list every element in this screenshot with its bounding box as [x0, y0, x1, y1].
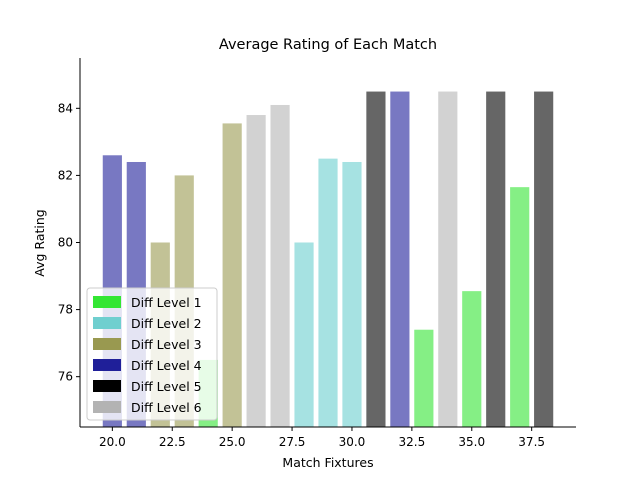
bar-9: [318, 158, 338, 427]
y-tick-label: 84: [58, 101, 73, 115]
legend-swatch: [93, 359, 121, 371]
bar-16: [486, 91, 506, 428]
axes-group: 20.0 22.5 25.0 27.5 30.0 32.5 35.0 37.5 76 78 80 82…: [58, 58, 576, 449]
bar-8: [294, 242, 314, 427]
bar-11: [366, 91, 386, 428]
y-tick-label: 76: [58, 370, 73, 384]
y-tick-label: 80: [58, 236, 73, 250]
x-tick-label: 35.0: [458, 435, 485, 449]
bar-5: [222, 123, 242, 427]
x-tick-label: 32.5: [399, 435, 426, 449]
bar-15: [462, 291, 482, 427]
legend-label: Diff Level 6: [131, 400, 202, 415]
legend-label: Diff Level 1: [131, 295, 202, 310]
legend-label: Diff Level 5: [131, 379, 202, 394]
x-tick-label: 22.5: [159, 435, 186, 449]
legend-label: Diff Level 4: [131, 358, 202, 373]
y-tick-label: 82: [58, 168, 73, 182]
y-tick-label: 78: [58, 303, 73, 317]
x-tick-label: 37.5: [518, 435, 545, 449]
bar-7: [270, 104, 290, 428]
bar-17: [510, 187, 530, 427]
legend-swatch: [93, 296, 121, 308]
x-tick-label: 20.0: [99, 435, 126, 449]
chart-title: Average Rating of Each Match: [219, 37, 437, 53]
legend-swatch: [93, 317, 121, 329]
bar-14: [438, 91, 458, 428]
bar-13: [414, 329, 434, 427]
bar-6: [246, 115, 266, 427]
legend-swatch: [93, 338, 121, 350]
x-axis-label: Match Fixtures: [282, 455, 373, 470]
x-tick-label: 27.5: [279, 435, 306, 449]
legend-swatch: [93, 401, 121, 413]
legend: Diff Level 1 Diff Level 2 Diff Level 3 Diff…: [86, 287, 218, 421]
x-tick-label: 30.0: [339, 435, 366, 449]
legend-swatch: [93, 380, 121, 392]
legend-label: Diff Level 2: [131, 316, 202, 331]
legend-label: Diff Level 3: [131, 337, 202, 352]
y-axis-label: Avg Rating: [32, 209, 47, 276]
bar-18: [534, 91, 554, 428]
x-tick-label: 25.0: [219, 435, 246, 449]
bar-12: [390, 91, 410, 428]
bar-10: [342, 161, 362, 428]
